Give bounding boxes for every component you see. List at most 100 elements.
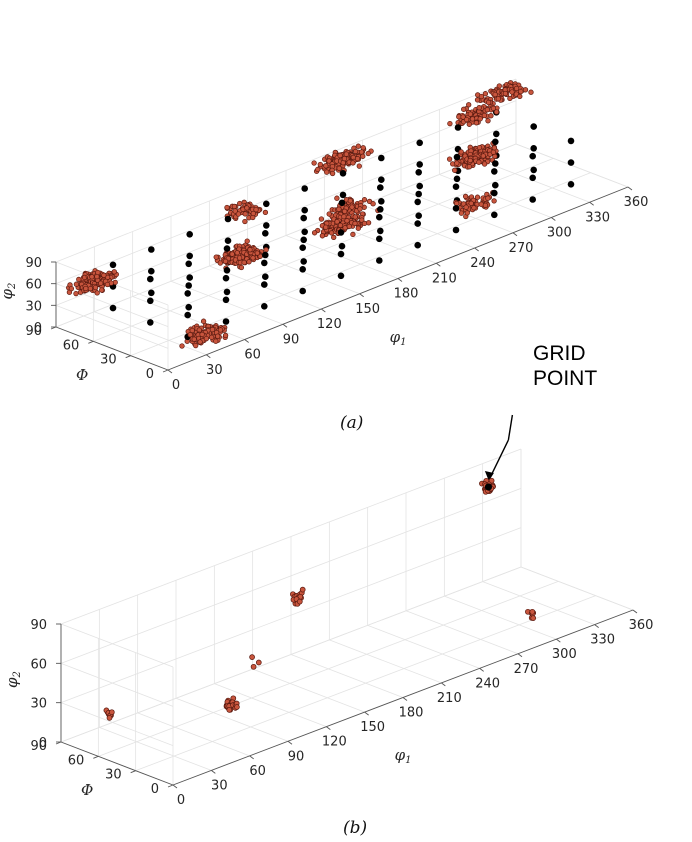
grid-point-marker bbox=[416, 161, 424, 168]
scatter-point bbox=[200, 318, 207, 324]
scatter-point bbox=[317, 161, 323, 168]
phi1-tick-mark bbox=[589, 201, 594, 206]
phi1-tick-label: 90 bbox=[288, 749, 305, 764]
Phi-tick-label: 0 bbox=[151, 782, 159, 797]
scatter-point bbox=[318, 216, 325, 222]
scatter-point bbox=[467, 157, 473, 164]
phi1-tick-mark bbox=[594, 624, 599, 628]
phi1-tick-mark bbox=[282, 323, 288, 328]
grid-point-marker bbox=[378, 198, 385, 205]
scatter-point bbox=[237, 200, 243, 207]
grid-point-marker bbox=[484, 483, 492, 491]
grid-point-marker bbox=[377, 184, 384, 191]
scatter-point bbox=[328, 230, 335, 236]
scatter-point bbox=[311, 230, 318, 236]
grid-point-marker bbox=[338, 199, 346, 207]
phi1-tick-mark bbox=[402, 697, 408, 701]
scatter-point bbox=[474, 194, 481, 200]
Phi-tick-label: 0 bbox=[146, 367, 154, 382]
grid-point-marker bbox=[567, 181, 575, 188]
scatter-point bbox=[254, 250, 260, 256]
grid-point-marker bbox=[224, 237, 232, 244]
scatter-point bbox=[244, 238, 250, 244]
grid-point-label-line-1: GRID bbox=[533, 342, 586, 365]
scatter-point bbox=[241, 259, 247, 266]
scatter-point bbox=[232, 208, 238, 214]
phi1-tick-mark bbox=[249, 755, 254, 760]
grid-point-marker bbox=[223, 267, 231, 274]
scatter-point bbox=[484, 107, 490, 113]
scatter-point bbox=[358, 149, 365, 155]
Phi-tick-mark bbox=[167, 784, 174, 788]
scatter-point bbox=[477, 116, 483, 122]
Phi-tick-label: 30 bbox=[105, 768, 122, 783]
scatter-point bbox=[246, 259, 252, 265]
scatter-point bbox=[336, 206, 342, 212]
annotation-arrow-head bbox=[484, 470, 494, 481]
grid-point-marker bbox=[376, 257, 383, 264]
grid-point-marker bbox=[493, 130, 500, 138]
grid-point-marker bbox=[414, 241, 422, 249]
phi1-tick-label: 0 bbox=[177, 793, 185, 808]
grid-line bbox=[482, 581, 595, 625]
scatter-point bbox=[350, 160, 356, 166]
scatter-point bbox=[495, 96, 501, 102]
grid-point-marker bbox=[300, 214, 308, 222]
grid-point-marker bbox=[224, 215, 232, 223]
scatter-point bbox=[106, 715, 113, 721]
phi1-tick-mark bbox=[211, 770, 216, 774]
grid-point-marker bbox=[530, 123, 537, 130]
grid-line bbox=[94, 311, 207, 356]
scatter-point bbox=[94, 290, 100, 296]
phi1-tick-label: 150 bbox=[360, 720, 385, 735]
scatter-point bbox=[493, 109, 500, 115]
grid-point-marker bbox=[223, 288, 231, 296]
scatter-point bbox=[355, 225, 361, 231]
scatter-point bbox=[349, 204, 355, 210]
scatter-point bbox=[462, 193, 469, 200]
grid-point-marker bbox=[338, 242, 346, 250]
grid-line bbox=[60, 623, 174, 668]
scatter-point bbox=[458, 210, 465, 216]
scatter-point bbox=[242, 211, 248, 217]
phi1-tick-label: 0 bbox=[172, 378, 180, 393]
phi1-tick-mark bbox=[551, 217, 556, 221]
phi1-tick-label: 360 bbox=[624, 195, 649, 210]
Phi-tick-label: 30 bbox=[100, 353, 117, 368]
scatter-point bbox=[365, 150, 371, 157]
grid-point-marker bbox=[185, 282, 192, 289]
grid-line bbox=[137, 712, 250, 757]
grid-point-marker bbox=[567, 159, 575, 166]
scatter-point bbox=[347, 198, 353, 204]
scatter-point bbox=[187, 332, 193, 338]
phi1-tick-mark bbox=[206, 354, 211, 359]
grid-point-marker bbox=[223, 245, 231, 252]
scatter-point bbox=[213, 338, 219, 344]
scatter-point bbox=[488, 113, 494, 119]
grid-point-marker bbox=[147, 275, 154, 283]
scatter-point bbox=[244, 205, 250, 211]
scatter-point bbox=[191, 336, 197, 342]
scatter-point bbox=[485, 195, 491, 201]
panel-a-Phi-label: Φ bbox=[76, 366, 88, 384]
scatter-point bbox=[481, 112, 488, 119]
grid-point-marker bbox=[184, 311, 191, 319]
grid-point-marker bbox=[567, 137, 575, 145]
phi1-tick-mark bbox=[287, 740, 293, 745]
phi2-tick-label: 0 bbox=[34, 321, 42, 336]
scatter-point bbox=[466, 121, 472, 127]
annotation-arrow-shaft-top bbox=[507, 414, 514, 440]
grid-line bbox=[405, 610, 519, 655]
scatter-point bbox=[323, 224, 329, 230]
scatter-point bbox=[324, 169, 330, 175]
phi2-tick-label: 60 bbox=[25, 278, 42, 293]
Phi-tick-mark bbox=[93, 755, 99, 759]
phi1-tick-label: 90 bbox=[283, 332, 300, 347]
scatter-point bbox=[522, 87, 529, 93]
grid-line bbox=[99, 727, 212, 771]
scatter-point bbox=[476, 159, 482, 165]
grid-line bbox=[290, 654, 404, 698]
Phi-axis-line bbox=[55, 326, 169, 371]
scatter-point bbox=[263, 247, 269, 253]
scatter-point bbox=[529, 608, 536, 615]
